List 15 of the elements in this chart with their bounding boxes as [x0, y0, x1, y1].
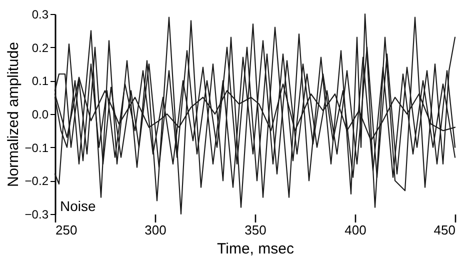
y-tick-label: 0.3: [32, 8, 49, 22]
x-tick-label: 400: [344, 222, 366, 238]
y-tick-label: −0.1: [24, 140, 49, 155]
y-tick-label: 0.1: [32, 74, 49, 88]
x-tick-label: 450: [434, 222, 456, 238]
x-tick-label: 250: [56, 222, 78, 238]
y-tick-label: 0.0: [32, 108, 49, 122]
x-tick-label: 350: [244, 222, 266, 238]
x-axis-title: Time, msec: [217, 240, 294, 258]
x-tick-label: 300: [144, 222, 166, 238]
y-tick-label: −0.2: [24, 174, 49, 188]
y-tick-label: −0.3: [24, 208, 49, 222]
y-axis-title: Normalized amplitude: [4, 42, 22, 188]
y-tick-label: 0.2: [32, 40, 49, 55]
annotation: Noise: [60, 198, 96, 214]
